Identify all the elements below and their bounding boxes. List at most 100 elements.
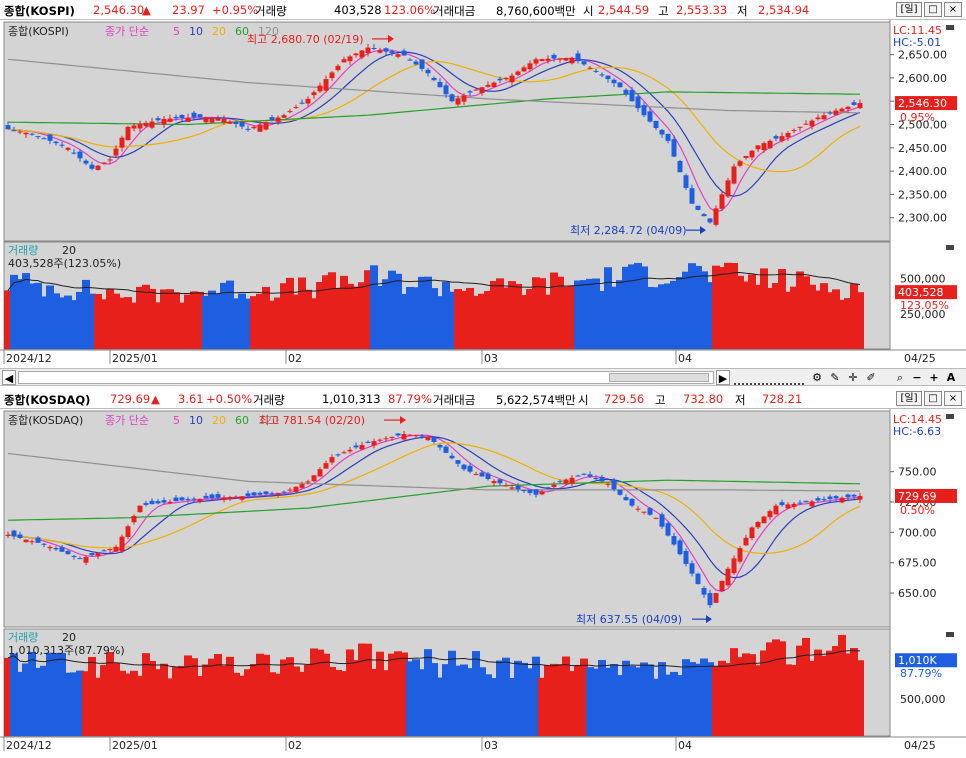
volume-bar	[130, 302, 138, 349]
candle-body	[563, 479, 569, 484]
scroll-right-button[interactable]: ▶	[716, 370, 730, 385]
price-tick-label: 2,300.00	[898, 212, 947, 225]
magnify-icon[interactable]: ⌕	[896, 371, 904, 384]
high-value: 2,553.33	[676, 3, 728, 17]
volume-bar	[610, 286, 618, 349]
volume-bar	[628, 264, 636, 349]
candle-body	[353, 53, 359, 56]
volume-bar	[28, 651, 36, 736]
candle-body	[191, 498, 197, 500]
candle-body	[191, 112, 197, 118]
volume-bar	[316, 282, 324, 349]
volume-bar	[754, 665, 762, 736]
index-name: 종합(KOSPI)	[4, 4, 75, 18]
volume-bar	[208, 290, 216, 349]
crosshair-icon[interactable]: ✛	[848, 371, 858, 384]
candle-body	[581, 61, 587, 65]
candle-body	[299, 484, 305, 488]
volume-bar	[502, 287, 510, 349]
volume-bar	[556, 664, 564, 736]
volume-bar	[352, 286, 360, 349]
scrollbar-track[interactable]	[18, 371, 714, 384]
candle-body	[815, 498, 821, 501]
volume-bar	[460, 290, 468, 349]
period-button[interactable]: [일]	[896, 2, 922, 17]
volume-bar	[772, 282, 780, 349]
candle-body	[287, 489, 293, 491]
candle-body	[551, 484, 557, 487]
volume-bar	[856, 660, 864, 736]
volume-bar	[388, 270, 396, 349]
candle-body	[815, 117, 821, 120]
volume-bar	[730, 262, 738, 349]
volume-label: 거래량	[253, 393, 285, 407]
candle-body	[761, 516, 767, 524]
range-slider-icon[interactable]	[734, 370, 804, 385]
zoom-in-button[interactable]: +	[929, 371, 939, 384]
pen-icon[interactable]: ✐	[866, 371, 876, 384]
candle-body	[545, 487, 551, 489]
candle-body	[605, 75, 611, 80]
date-label: 2025/01	[112, 352, 158, 365]
candle-body	[389, 436, 395, 438]
close-icon[interactable]: ×	[944, 391, 962, 406]
volume-bar	[226, 280, 234, 349]
volume-bar	[340, 671, 348, 736]
settings-icon[interactable]: ⚙	[812, 371, 822, 384]
candle-body	[695, 205, 701, 210]
draw-icon[interactable]: ✎	[830, 371, 840, 384]
volume-bar	[406, 286, 414, 349]
volume-bar	[610, 664, 618, 736]
scrollbar-thumb[interactable]	[609, 373, 709, 382]
candle-body	[731, 166, 737, 184]
kosdaq-chart[interactable]: 750.00725.00700.00675.00650.00LC:14.45HC…	[0, 409, 966, 758]
volume-bar	[262, 286, 270, 349]
price-pane-marker-icon	[946, 414, 954, 419]
volume-bar	[118, 297, 126, 349]
candle-body	[767, 511, 773, 518]
candle-body	[269, 493, 275, 495]
candle-body	[149, 121, 155, 128]
volume-bar	[832, 289, 840, 349]
auto-scale-button[interactable]: A	[946, 371, 956, 384]
candle-body	[521, 67, 527, 72]
volume-bar	[736, 275, 744, 349]
volume-bar	[532, 277, 540, 349]
volume-bar	[16, 279, 24, 349]
volume-bar	[154, 669, 162, 736]
zoom-out-button[interactable]: −	[912, 371, 922, 384]
up-arrow-icon: ▲	[151, 392, 160, 406]
candle-body	[275, 117, 281, 122]
candle-body	[383, 48, 389, 52]
volume-bar	[34, 667, 42, 736]
candle-body	[665, 523, 671, 536]
candle-body	[305, 98, 311, 104]
maximize-icon[interactable]: □	[924, 391, 942, 406]
scroll-left-button[interactable]: ◀	[2, 370, 16, 385]
volume-bar	[832, 646, 840, 736]
candle-body	[335, 454, 341, 456]
close-icon[interactable]: ×	[944, 2, 962, 17]
kospi-chart[interactable]: 2,650.002,600.002,550.002,500.002,450.00…	[0, 20, 966, 368]
candle-body	[107, 159, 113, 161]
low-value: 728.21	[762, 392, 803, 406]
maximize-icon[interactable]: □	[924, 2, 942, 17]
candle-body	[479, 87, 485, 94]
candle-body	[137, 124, 143, 129]
volume-bar	[700, 271, 708, 349]
volume-bar	[628, 666, 636, 736]
volume-bar	[622, 660, 630, 736]
volume-bar	[682, 271, 690, 349]
volume-bar	[202, 295, 210, 349]
volume-bar	[268, 672, 276, 736]
candle-body	[281, 115, 287, 118]
volume-bar	[250, 664, 258, 736]
volume-bar	[562, 656, 570, 736]
legend-index-name: 종합(KOSPI)	[8, 25, 69, 38]
candle-body	[125, 526, 131, 537]
volume-bar	[676, 675, 684, 736]
period-button[interactable]: [일]	[896, 391, 922, 406]
volume-bar	[490, 281, 498, 349]
candle-body	[623, 89, 629, 95]
candle-body	[221, 118, 227, 123]
